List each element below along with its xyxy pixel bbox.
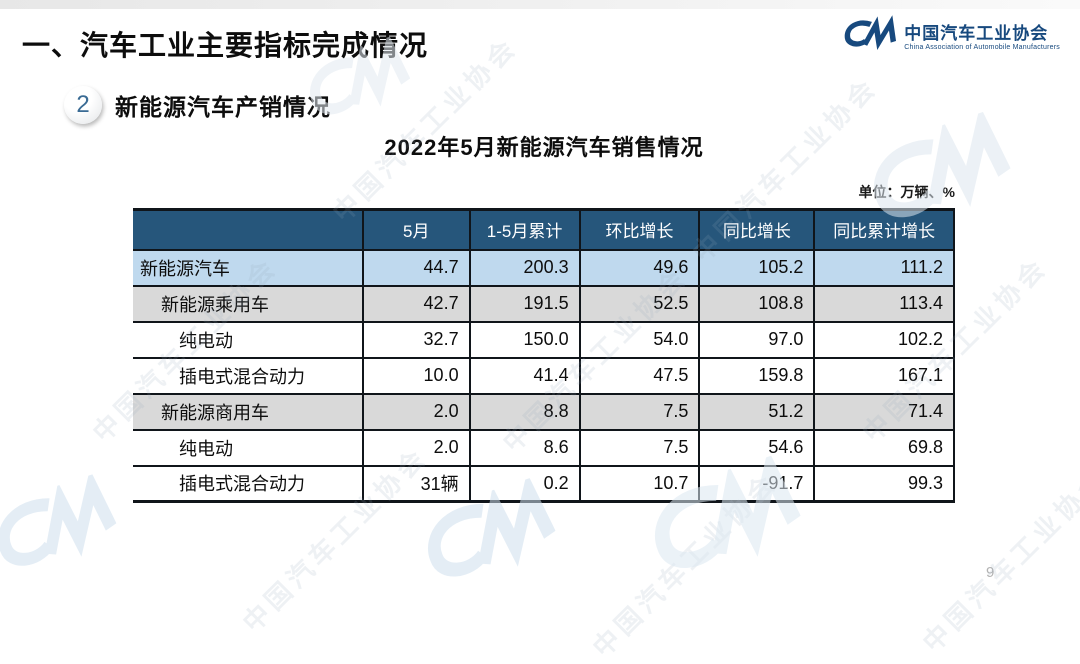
cell-value: 191.5 <box>468 284 580 322</box>
col-header-yoy-growth: 同比增长 <box>698 208 815 250</box>
cell-value: 49.6 <box>578 248 700 286</box>
cell-value: 150.0 <box>468 320 580 358</box>
section-number-badge: 2 <box>64 86 102 124</box>
cell-value: 99.3 <box>813 464 954 502</box>
table-block: 2022年5月新能源汽车销售情况 单位：万辆、% 5月 1-5月累计 环比增长 … <box>133 130 955 503</box>
subsection-title: 新能源汽车产销情况 <box>115 94 331 120</box>
cell-value: 200.3 <box>468 248 580 286</box>
caam-logo-watermark-icon <box>0 469 126 593</box>
cell-value: 111.2 <box>813 248 954 286</box>
cell-value: 31辆 <box>361 464 470 502</box>
cell-value: 159.8 <box>698 356 815 394</box>
row-label: 插电式混合动力 <box>133 356 363 394</box>
row-label: 新能源商用车 <box>133 392 363 430</box>
cell-value: 54.0 <box>578 320 700 358</box>
table-row: 纯电动 32.7 150.0 54.0 97.0 102.2 <box>133 320 954 358</box>
cell-value: 41.4 <box>468 356 580 394</box>
cell-value: 7.5 <box>578 392 700 430</box>
cell-value: 8.6 <box>468 428 580 466</box>
table-row: 插电式混合动力 10.0 41.4 47.5 159.8 167.1 <box>133 356 954 394</box>
row-label: 新能源乘用车 <box>133 284 363 322</box>
cell-value: 54.6 <box>698 428 815 466</box>
cell-value: 71.4 <box>813 392 954 430</box>
page-number: 9 <box>986 564 995 581</box>
cell-value: 108.8 <box>698 284 815 322</box>
table-row: 新能源乘用车 42.7 191.5 52.5 108.8 113.4 <box>133 284 954 322</box>
table-body: 新能源汽车 44.7 200.3 49.6 105.2 111.2 新能源乘用车 42.7 19… <box>133 248 954 502</box>
cell-value: 69.8 <box>813 428 954 466</box>
cell-value: 10.7 <box>578 464 700 502</box>
cell-value: 51.2 <box>698 392 815 430</box>
col-header-jan-may-total: 1-5月累计 <box>468 208 580 250</box>
logo-name-zh: 中国汽车工业协会 <box>904 23 1049 43</box>
unit-note: 单位：万辆、% <box>858 184 955 200</box>
top-gradient-strip <box>0 0 1080 9</box>
cell-value: 105.2 <box>698 248 815 286</box>
table-row: 纯电动 2.0 8.6 7.5 54.6 69.8 <box>133 428 954 466</box>
table-row: 新能源商用车 2.0 8.8 7.5 51.2 71.4 <box>133 392 954 430</box>
cell-value: -91.7 <box>698 464 815 502</box>
logo-name-en: China Association of Automobile Manufact… <box>904 44 1060 52</box>
cell-value: 97.0 <box>698 320 815 358</box>
table-title: 2022年5月新能源汽车销售情况 <box>384 135 704 160</box>
cell-value: 10.0 <box>361 356 470 394</box>
cell-value: 32.7 <box>361 320 470 358</box>
row-label: 新能源汽车 <box>133 248 363 286</box>
page-title: 一、汽车工业主要指标完成情况 <box>22 30 429 61</box>
cell-value: 2.0 <box>361 392 470 430</box>
col-header-mom-growth: 环比增长 <box>578 208 700 250</box>
col-header-may: 5月 <box>361 208 470 250</box>
subsection-heading: 2 新能源汽车产销情况 <box>64 86 331 124</box>
row-label: 插电式混合动力 <box>133 464 363 502</box>
table-header-row: 5月 1-5月累计 环比增长 同比增长 同比累计增长 <box>133 208 954 250</box>
cell-value: 113.4 <box>813 284 954 322</box>
cell-value: 42.7 <box>361 284 470 322</box>
row-label: 纯电动 <box>133 428 363 466</box>
caam-cm-logo-icon <box>840 14 897 61</box>
cell-value: 44.7 <box>361 248 470 286</box>
table-row: 新能源汽车 44.7 200.3 49.6 105.2 111.2 <box>133 248 954 286</box>
col-header-category <box>133 208 363 250</box>
row-label: 纯电动 <box>133 320 363 358</box>
nev-sales-table: 5月 1-5月累计 环比增长 同比增长 同比累计增长 新能源汽车 44.7 200.… <box>133 208 955 503</box>
col-header-yoy-cumulative-growth: 同比累计增长 <box>813 208 954 250</box>
cell-value: 52.5 <box>578 284 700 322</box>
cell-value: 47.5 <box>578 356 700 394</box>
caam-logo: 中国汽车工业协会 China Association of Automobile… <box>840 14 1060 61</box>
cell-value: 0.2 <box>468 464 580 502</box>
cell-value: 2.0 <box>361 428 470 466</box>
cell-value: 167.1 <box>813 356 954 394</box>
cell-value: 7.5 <box>578 428 700 466</box>
cell-value: 8.8 <box>468 392 580 430</box>
table-row: 插电式混合动力 31辆 0.2 10.7 -91.7 99.3 <box>133 464 954 502</box>
cell-value: 102.2 <box>813 320 954 358</box>
